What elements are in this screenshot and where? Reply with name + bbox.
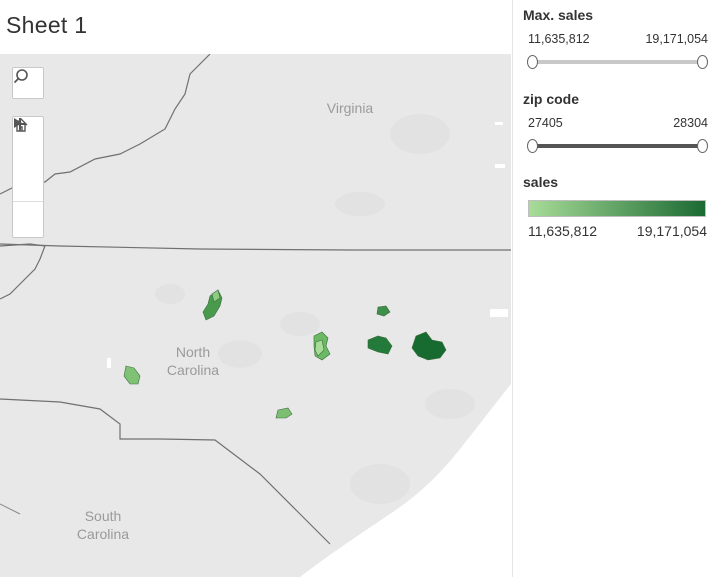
zip-region-27104[interactable]	[123, 365, 141, 385]
map-zoom-controls[interactable]	[12, 116, 44, 238]
state-border-tn	[0, 243, 46, 300]
max-sales-min-value: 11,635,812	[528, 32, 590, 46]
sales-legend-title: sales	[523, 174, 559, 190]
atlantic-ocean	[300, 384, 511, 577]
home-icon[interactable]	[13, 118, 43, 201]
zip-code-slider-handle-min[interactable]	[527, 139, 538, 153]
max-sales-filter-title: Max. sales	[523, 7, 594, 23]
zip-region-28304[interactable]	[275, 407, 293, 419]
zip-code-min-value: 27405	[528, 116, 563, 130]
state-border-va-nc	[0, 243, 511, 251]
map-search-control[interactable]	[12, 67, 44, 99]
zip-region-27405b[interactable]	[211, 289, 221, 303]
state-border-ga	[0, 503, 21, 515]
map-view[interactable]: Virginia North Carolina South Carolina	[0, 54, 511, 577]
zip-region-27604[interactable]	[376, 305, 391, 317]
max-sales-slider-handle-max[interactable]	[697, 55, 708, 69]
zip-region-27610[interactable]	[367, 335, 393, 355]
label-north-carolina: North Carolina	[166, 344, 220, 378]
search-icon[interactable]	[13, 68, 43, 98]
sheet-title: Sheet 1	[6, 12, 88, 38]
zip-region-27513b	[314, 339, 325, 357]
label-south-carolina: South Carolina	[76, 508, 130, 542]
state-border-nw	[0, 54, 211, 195]
map-canvas[interactable]	[0, 54, 511, 577]
max-sales-slider-handle-min[interactable]	[527, 55, 538, 69]
max-sales-max-value: 19,171,054	[645, 32, 708, 46]
zoom-out-icon[interactable]	[13, 123, 43, 173]
sales-legend-min: 11,635,812	[528, 223, 598, 239]
zip-code-filter-title: zip code	[523, 91, 580, 107]
zip-code-slider-handle-max[interactable]	[697, 139, 708, 153]
water-bodies	[107, 122, 508, 368]
zip-code-max-value: 28304	[673, 116, 708, 130]
sales-color-ramp	[528, 200, 706, 217]
zip-code-slider-track[interactable]	[533, 144, 704, 148]
zip-region-27701[interactable]	[411, 331, 447, 361]
play-arrow-icon[interactable]	[13, 118, 43, 230]
label-virginia: Virginia	[326, 100, 374, 116]
state-border-nc-sc	[0, 398, 331, 545]
filter-legend-panel: Max. sales 11,635,812 19,171,054 zip cod…	[512, 0, 713, 577]
max-sales-slider-track[interactable]	[533, 60, 704, 64]
sales-legend-max: 19,171,054	[636, 223, 707, 239]
terrain-texture	[155, 114, 475, 504]
